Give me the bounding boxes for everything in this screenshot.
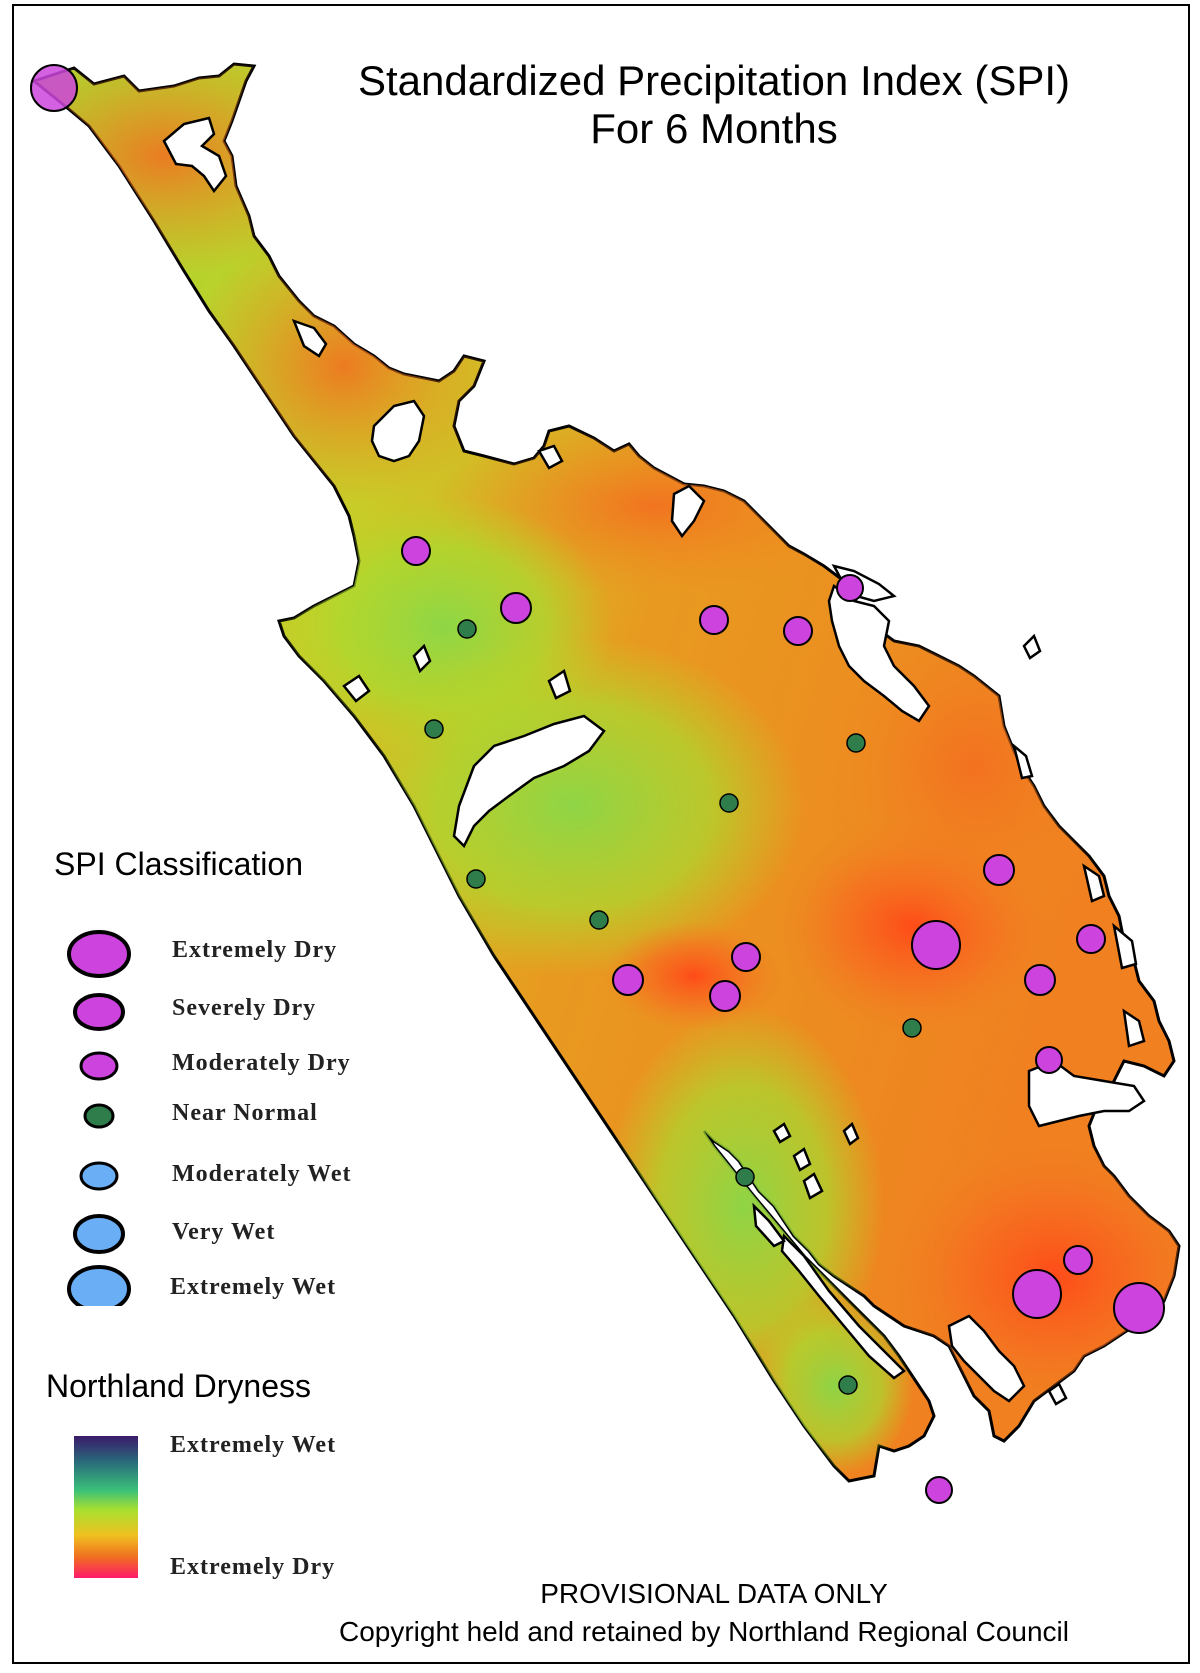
russell-inlet (1011, 742, 1034, 780)
whangarei-harbour (1027, 1059, 1146, 1128)
legend-very-wet-symbol (73, 1214, 125, 1254)
legend-moderately-wet-symbol (79, 1161, 119, 1191)
station-marker-dry-12 (983, 854, 1015, 886)
dryness-label-dry: Extremely Dry (170, 1554, 336, 1580)
legend-label-very-wet: Very Wet (172, 1219, 276, 1245)
spi-legend-symbols (67, 930, 131, 1306)
station-marker-normal-19 (902, 1018, 922, 1038)
station-marker-dry-15 (1024, 964, 1056, 996)
kaipara-harbour (780, 1233, 906, 1380)
legend-label-extremely-dry: Extremely Dry (172, 937, 338, 963)
station-marker-normal-11 (589, 910, 609, 930)
hokianga-harbour (452, 714, 606, 849)
legend-label-extremely-wet: Extremely Wet (170, 1274, 337, 1300)
parengarenga-harbour (162, 116, 228, 194)
south-tip-green (754, 1296, 914, 1476)
station-marker-dry-26 (925, 1476, 953, 1504)
legend-label-moderately-dry: Moderately Dry (172, 1050, 351, 1076)
station-marker-dry-0 (30, 64, 78, 112)
whangaruru (1082, 863, 1106, 903)
map-title-line2: For 6 Months (590, 105, 838, 152)
central-green-zone (344, 636, 804, 976)
copyright-notice: Copyright held and retained by Northland… (338, 1616, 1069, 1647)
mangawhai-estuary (947, 1314, 1026, 1403)
station-marker-dry-22 (1063, 1245, 1093, 1275)
northland-map (30, 62, 1181, 1504)
whangarei-north (1112, 922, 1138, 970)
legend-label-moderately-wet: Moderately Wet (172, 1161, 352, 1187)
legend-severely-dry-symbol (73, 993, 125, 1031)
east-coast-islet (1022, 633, 1042, 660)
mangawhai-islet (1047, 1382, 1068, 1406)
kaipara-north-arm (752, 1202, 786, 1248)
map-title-line1: Standardized Precipitation Index (SPI) (357, 57, 1071, 104)
station-marker-dry-3 (699, 605, 729, 635)
station-marker-normal-7 (424, 719, 444, 739)
whangaroa-harbour (670, 484, 706, 539)
station-marker-dry-5 (836, 574, 864, 602)
station-marker-normal-21 (735, 1167, 755, 1187)
station-marker-normal-8 (846, 733, 866, 753)
whangape-hokianga (342, 674, 371, 703)
dryness-colour-ramp (74, 1436, 138, 1578)
map-frame: Standardized Precipitation Index (SPI) F… (12, 4, 1190, 1664)
station-markers (30, 64, 1165, 1504)
station-marker-dry-4 (783, 616, 813, 646)
station-marker-normal-6 (457, 619, 477, 639)
kaipara-islets-4 (802, 1172, 824, 1200)
station-marker-dry-16 (731, 942, 761, 972)
station-marker-normal-25 (838, 1375, 858, 1395)
station-marker-dry-17 (612, 964, 644, 996)
dryness-legend-heading: Northland Dryness (46, 1368, 311, 1404)
legend-near-normal-symbol (83, 1103, 115, 1129)
station-marker-dry-23 (1012, 1269, 1062, 1319)
dryness-label-wet: Extremely Wet (170, 1432, 337, 1458)
station-marker-dry-20 (1035, 1046, 1063, 1074)
kaipara-islets-3 (842, 1121, 860, 1146)
station-marker-dry-1 (401, 536, 431, 566)
spi-legend-heading: SPI Classification (54, 846, 303, 882)
station-marker-normal-10 (466, 869, 486, 889)
station-marker-dry-14 (1076, 924, 1106, 954)
bay-of-islands (827, 583, 931, 723)
houhora-inlet (291, 318, 328, 358)
station-marker-dry-2 (500, 592, 532, 624)
doubtless-bay (370, 399, 426, 463)
ngunguru (1122, 1008, 1146, 1048)
harbour-inlets (162, 116, 1146, 1406)
legend-label-near-normal: Near Normal (172, 1100, 318, 1126)
legend-extremely-dry-symbol (67, 930, 131, 978)
station-marker-dry-18 (709, 980, 741, 1012)
station-marker-dry-24 (1113, 1282, 1165, 1334)
kaipara-islets-2 (792, 1147, 812, 1172)
legend-label-severely-dry: Severely Dry (172, 995, 317, 1021)
station-marker-normal-9 (719, 793, 739, 813)
legend-extremely-wet-symbol (67, 1265, 131, 1306)
hokianga-arm (547, 669, 572, 700)
kaipara-islets-1 (772, 1122, 792, 1144)
mangonui-inlet (537, 444, 564, 470)
spi-surface-blobs (34, 64, 1179, 1476)
provisional-notice: PROVISIONAL DATA ONLY (540, 1578, 888, 1609)
legend-moderately-dry-symbol (79, 1051, 119, 1081)
hokianga-upper (412, 643, 432, 674)
station-marker-dry-13 (911, 920, 961, 970)
